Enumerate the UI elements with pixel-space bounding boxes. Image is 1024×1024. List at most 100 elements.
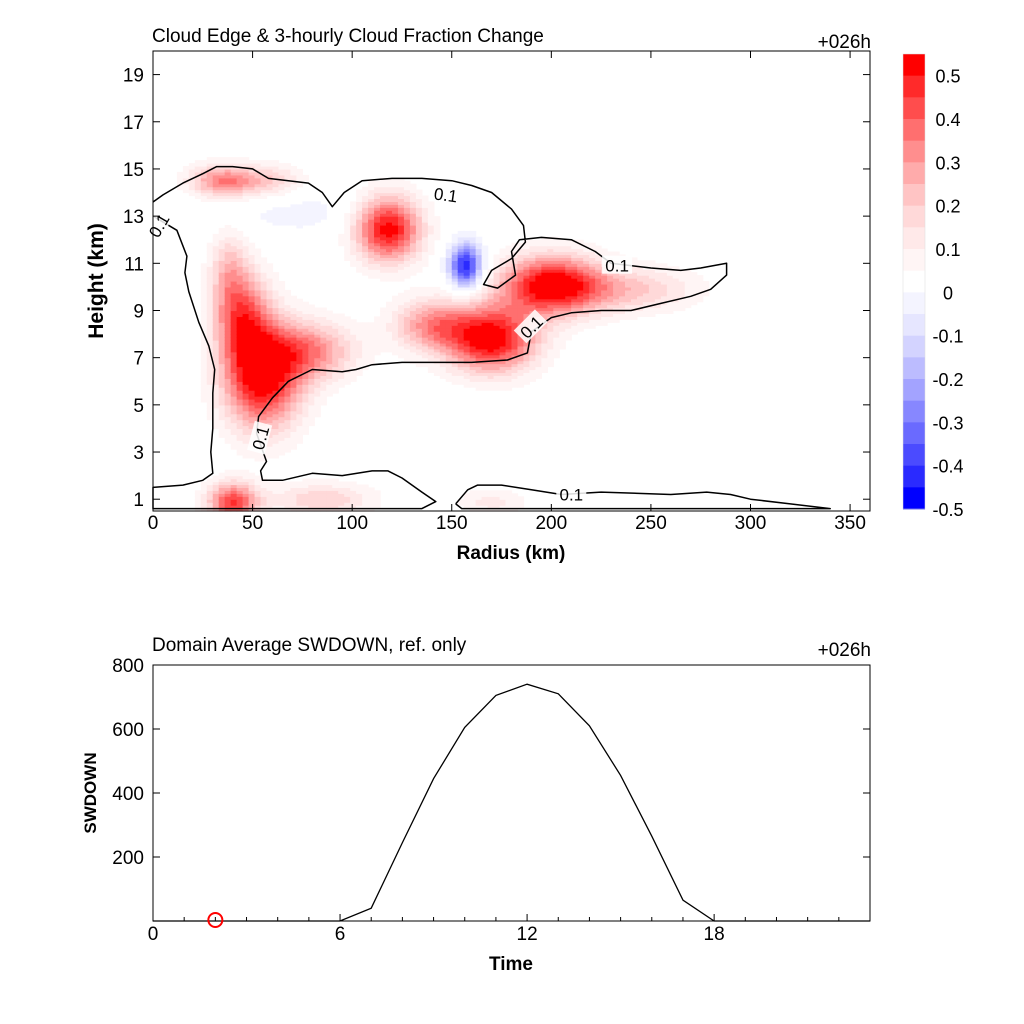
heatmap-cell xyxy=(338,484,345,489)
heatmap-cell xyxy=(224,478,232,483)
heatmap-cell xyxy=(260,310,268,315)
heatmap-cell xyxy=(666,295,674,300)
heatmap-cell xyxy=(218,251,226,256)
heatmap-cell xyxy=(475,313,483,317)
heatmap-cell xyxy=(260,307,268,312)
heatmap-cell xyxy=(284,484,292,489)
heatmap-cell xyxy=(290,375,297,379)
heatmap-cell xyxy=(248,487,256,491)
x-tick-label: 18 xyxy=(704,924,725,945)
heatmap-cell xyxy=(517,499,525,503)
heatmap-cell xyxy=(320,387,327,391)
heatmap-cell xyxy=(200,396,208,400)
heatmap-cell xyxy=(577,307,584,312)
heatmap-cell xyxy=(529,339,536,344)
heatmap-cell xyxy=(595,254,602,259)
heatmap-cell xyxy=(242,281,250,285)
heatmap-cell xyxy=(176,186,184,191)
heatmap-cell xyxy=(182,177,190,182)
heatmap-cell xyxy=(523,304,531,309)
heatmap-cell xyxy=(583,298,590,303)
heatmap-cell xyxy=(380,257,387,261)
heatmap-cell xyxy=(571,266,578,270)
heatmap-cell xyxy=(254,372,262,376)
heatmap-cell xyxy=(493,278,501,282)
heatmap-cell xyxy=(332,331,339,335)
heatmap-cell xyxy=(206,375,214,379)
heatmap-cell xyxy=(296,387,303,391)
heatmap-cell xyxy=(511,366,519,371)
heatmap-cell xyxy=(320,369,327,374)
heatmap-cell xyxy=(302,422,309,427)
heatmap-cell xyxy=(505,325,513,329)
heatmap-cell xyxy=(230,502,238,506)
heatmap-cell xyxy=(541,295,548,300)
heatmap-cell xyxy=(648,283,656,288)
heatmap-cell xyxy=(374,242,381,247)
heatmap-cell xyxy=(350,219,357,223)
heatmap-cell xyxy=(392,198,399,202)
heatmap-cell xyxy=(272,496,280,500)
heatmap-cell xyxy=(236,372,244,376)
heatmap-cell xyxy=(248,266,256,270)
heatmap-cell xyxy=(350,331,357,335)
heatmap-cell xyxy=(248,478,256,483)
heatmap-cell xyxy=(463,275,471,279)
heatmap-cell xyxy=(308,342,315,347)
heatmap-cell xyxy=(314,499,321,503)
heatmap-cell xyxy=(278,396,286,400)
heatmap-cell xyxy=(505,298,513,303)
heatmap-cell xyxy=(302,207,309,211)
heatmap-cell xyxy=(242,266,250,270)
heatmap-cell xyxy=(397,269,405,273)
colorbar-tick-label: -0.1 xyxy=(932,327,963,347)
heatmap-cell xyxy=(559,286,566,291)
heatmap-cell xyxy=(272,325,280,329)
heatmap-cell xyxy=(218,381,226,385)
heatmap-cell xyxy=(595,289,602,294)
heatmap-cell xyxy=(248,322,256,326)
heatmap-cell xyxy=(212,351,220,356)
heatmap-cell xyxy=(248,354,256,359)
heatmap-cell xyxy=(224,239,232,244)
heatmap-cell xyxy=(224,434,232,438)
heatmap-cell xyxy=(236,157,244,161)
heatmap-cell xyxy=(571,286,578,291)
heatmap-cell xyxy=(409,307,417,312)
heatmap-cell xyxy=(583,263,590,267)
heatmap-cell xyxy=(278,304,286,309)
heatmap-cell xyxy=(475,357,483,362)
heatmap-cell xyxy=(475,275,483,279)
heatmap-cell xyxy=(296,401,303,406)
heatmap-cell xyxy=(517,298,525,303)
heatmap-cell xyxy=(368,360,375,365)
heatmap-cell xyxy=(565,325,572,329)
heatmap-cell xyxy=(601,275,608,279)
heatmap-cell xyxy=(505,304,513,309)
heatmap-cell xyxy=(457,348,465,353)
heatmap-cell xyxy=(392,307,399,312)
heatmap-cell xyxy=(296,404,303,409)
heatmap-cell xyxy=(200,301,208,306)
heatmap-cell xyxy=(421,207,429,211)
heatmap-cell xyxy=(248,337,256,341)
heatmap-cell xyxy=(445,331,453,335)
heatmap-cell xyxy=(290,316,297,320)
heatmap-cell xyxy=(403,251,411,256)
heatmap-cell xyxy=(320,213,327,217)
heatmap-cell xyxy=(224,384,232,388)
heatmap-cell xyxy=(374,219,381,223)
heatmap-cell xyxy=(547,283,554,288)
heatmap-cell xyxy=(260,304,268,309)
heatmap-cell xyxy=(224,266,232,270)
heatmap-cell xyxy=(254,163,262,167)
heatmap-cell xyxy=(421,286,429,291)
heatmap-cell xyxy=(248,407,256,412)
heatmap-cell xyxy=(182,174,190,179)
heatmap-cell xyxy=(236,339,244,344)
heatmap-cell xyxy=(290,357,297,362)
heatmap-cell xyxy=(206,319,214,323)
heatmap-cell xyxy=(230,416,238,421)
heatmap-cell xyxy=(218,366,226,371)
heatmap-cell xyxy=(642,289,650,294)
